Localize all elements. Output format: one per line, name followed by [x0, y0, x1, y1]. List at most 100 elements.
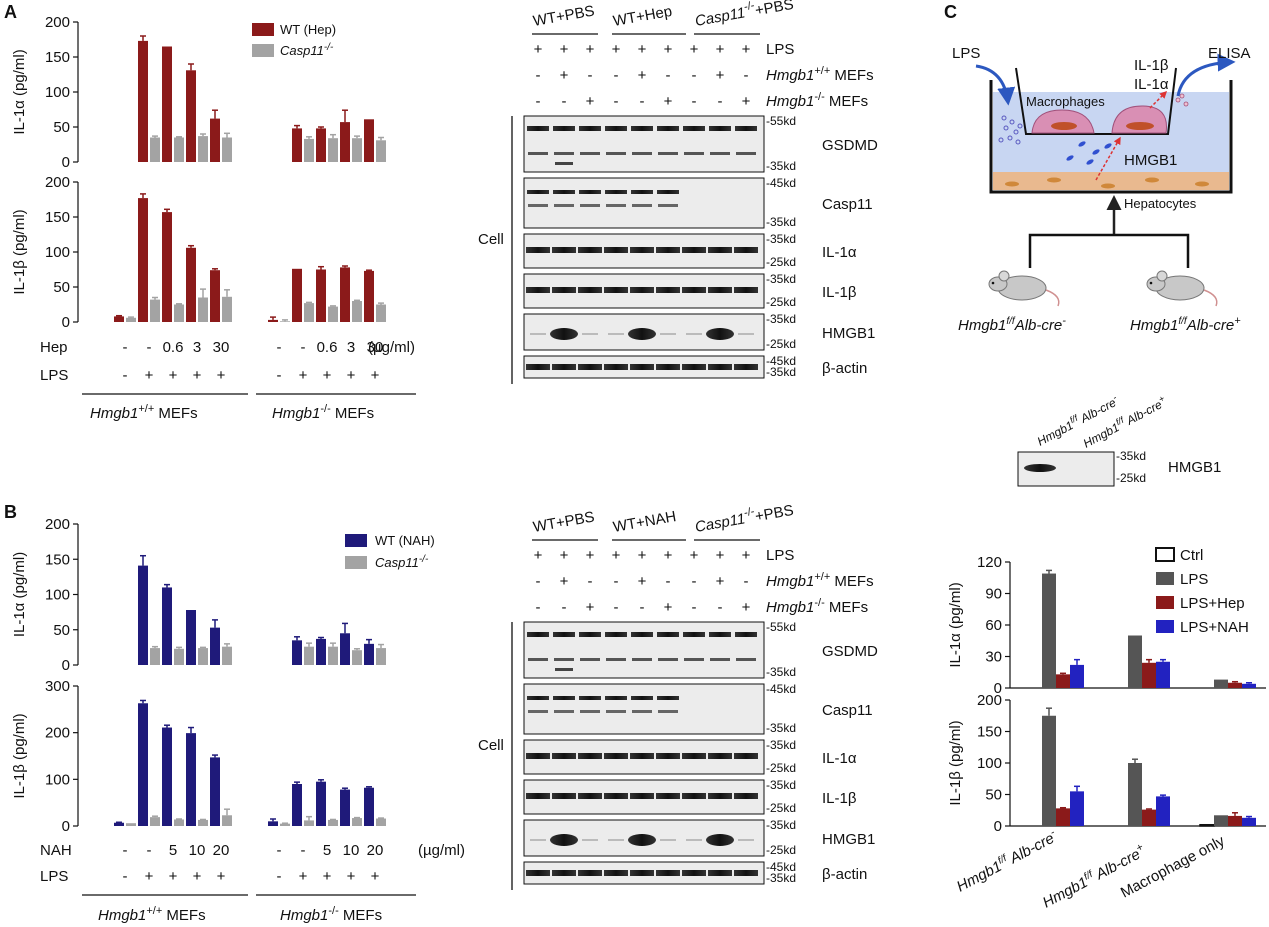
legend-lps-hep-label: LPS+Hep	[1180, 595, 1245, 612]
bar	[268, 319, 278, 322]
lps-value: -	[123, 367, 128, 384]
band	[605, 126, 627, 131]
blot-group-label: Casp11-/-+PBS	[693, 0, 795, 30]
blot-marker: -35kd	[766, 721, 796, 735]
bar	[304, 303, 314, 322]
blot-marker: -35kd	[766, 312, 796, 326]
band	[738, 839, 754, 841]
blot-marker: -35kd	[766, 215, 796, 229]
bar	[222, 646, 232, 665]
blot-condition-mark: -	[666, 67, 671, 84]
band	[734, 753, 758, 759]
lps-value: +	[323, 367, 332, 384]
band	[706, 328, 734, 340]
mouse-icon-left	[988, 270, 1060, 307]
blot-condition-label: Hmgb1-/- MEFs	[766, 597, 868, 616]
band	[527, 696, 549, 700]
macrophages-label: Macrophages	[1026, 94, 1105, 109]
blot-condition-mark: -	[718, 93, 723, 110]
band	[632, 204, 652, 207]
bar	[1128, 635, 1142, 688]
band	[554, 710, 574, 713]
blot-condition-mark: -	[692, 93, 697, 110]
bar	[304, 138, 314, 162]
band	[528, 204, 548, 207]
bar	[174, 648, 184, 665]
band	[657, 126, 679, 131]
blot-condition-mark: -	[640, 599, 645, 616]
treatment-value: 30	[367, 339, 384, 356]
il1a-label-c: IL-1α	[1134, 76, 1169, 93]
blot-condition-mark: +	[716, 573, 725, 590]
band	[657, 696, 679, 700]
legend-ctrl-swatch	[1155, 547, 1175, 562]
blot-marker: -35kd	[766, 778, 796, 792]
band	[628, 328, 656, 340]
treatment-value: 20	[213, 842, 230, 859]
western-blot-b: WT+PBS WT+NAH Casp11-/-+PBS+ + + + + + + + + LPS- + -…	[478, 499, 878, 890]
bar	[1142, 809, 1156, 826]
band	[630, 870, 654, 876]
band	[606, 710, 626, 713]
blot-group-label: Casp11-/-+PBS	[693, 499, 795, 536]
band	[526, 753, 550, 759]
blot-marker: -35kd	[766, 272, 796, 286]
band	[530, 333, 546, 335]
blot-marker: -45kd	[766, 176, 796, 190]
blot-group-label: WT+Hep	[612, 3, 674, 30]
band	[552, 364, 576, 370]
bar	[198, 136, 208, 162]
bar	[186, 70, 196, 162]
blot-protein-label: Casp11	[822, 702, 873, 719]
panel-c-label: C	[944, 2, 957, 22]
treatment-value: -	[123, 842, 128, 859]
bar	[292, 640, 302, 665]
bar	[222, 815, 232, 826]
treatment-value: -	[277, 339, 282, 356]
band	[709, 632, 731, 637]
mouse-right-label: Hmgb1f/fAlb-cre+	[1130, 315, 1241, 334]
bar	[316, 638, 326, 665]
bar	[280, 321, 290, 322]
blot-condition-mark: -	[614, 93, 619, 110]
y-tick-label: 0	[62, 154, 70, 171]
treatment-value: 5	[323, 842, 331, 859]
band	[553, 696, 575, 700]
blot-condition-label: Hmgb1+/+ MEFs	[766, 571, 874, 590]
band	[579, 632, 601, 637]
y-axis-label: IL-1β (pg/ml)	[11, 713, 28, 798]
blot-marker: -35kd	[766, 365, 796, 379]
band	[553, 190, 575, 194]
band	[682, 364, 706, 370]
blot-protein-label: IL-1β	[822, 284, 857, 301]
band	[683, 632, 705, 637]
blot-condition-mark: -	[536, 67, 541, 84]
bar	[210, 270, 220, 322]
band	[578, 247, 602, 253]
band	[526, 247, 550, 253]
well-outline	[989, 80, 1233, 194]
band	[682, 870, 706, 876]
band	[606, 658, 626, 661]
legend-lps-nah-swatch	[1156, 620, 1174, 633]
blot-condition-mark: +	[742, 599, 751, 616]
lps-row-label-b: LPS	[40, 868, 68, 885]
band	[578, 793, 602, 799]
blot-protein-label: IL-1β	[822, 790, 857, 807]
y-tick-label: 200	[45, 725, 70, 742]
band	[604, 870, 628, 876]
genotype-b1: Hmgb1+/+ MEFs	[98, 905, 206, 924]
band	[708, 287, 732, 293]
bar	[328, 138, 338, 162]
y-tick-label: 150	[45, 49, 70, 66]
bar	[186, 247, 196, 322]
y-tick-label: 50	[53, 622, 70, 639]
blot-marker: -35kd	[766, 232, 796, 246]
il1b-label-c: IL-1β	[1134, 57, 1169, 74]
lps-value: +	[323, 868, 332, 885]
bar	[1199, 823, 1215, 827]
y-tick-label: 0	[62, 314, 70, 331]
bar	[1242, 817, 1256, 826]
legend-b-wt-swatch	[345, 534, 367, 547]
